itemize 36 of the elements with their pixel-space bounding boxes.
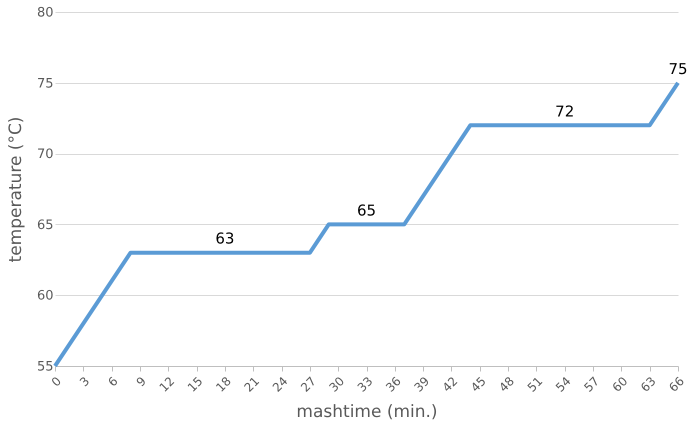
y-tick-label: 80: [36, 6, 54, 20]
y-tick-label: 55: [36, 360, 54, 374]
annotation: 75: [668, 60, 688, 78]
x-tick-label: 24: [270, 374, 291, 395]
x-axis-title: mashtime (min.): [296, 402, 438, 422]
x-tick-label: 57: [581, 374, 602, 395]
annotation: 72: [555, 102, 574, 120]
y-tick-label: 75: [36, 76, 54, 92]
annotation: 65: [356, 201, 376, 220]
x-tick-label: 6: [105, 374, 121, 390]
x-tick-label: 3: [77, 374, 92, 390]
x-tick-label: 60: [610, 374, 630, 395]
x-tick-label: 9: [134, 374, 149, 390]
x-tick-label: 15: [184, 374, 206, 395]
line-series: [53, 80, 680, 368]
y-axis-title: temperature (°C): [6, 116, 26, 262]
x-tick-label: 27: [298, 374, 319, 395]
x-tick-label: 18: [213, 374, 234, 395]
x-tick-label: 48: [496, 374, 518, 395]
annotation: 63: [215, 230, 234, 248]
x-tick-label: 45: [468, 374, 489, 395]
x-tick-label: 36: [383, 374, 404, 395]
x-tick-label: 39: [411, 374, 432, 395]
x-tick-label: 51: [524, 374, 546, 395]
y-tick-label: 65: [36, 218, 54, 233]
x-tick-label: 42: [440, 374, 460, 395]
x-tick-label: 21: [242, 374, 262, 395]
x-tick-label: 63: [638, 374, 659, 395]
y-tick-label: 60: [36, 288, 54, 304]
y-tick-label: 70: [36, 147, 54, 162]
x-tick-label: 66: [666, 374, 687, 395]
x-tick-label: 12: [156, 374, 178, 395]
x-tick-label: 0: [48, 374, 64, 390]
x-tick-label: 33: [354, 374, 376, 395]
x-tick-label: 30: [326, 374, 348, 395]
x-tick-label: 54: [553, 374, 574, 395]
